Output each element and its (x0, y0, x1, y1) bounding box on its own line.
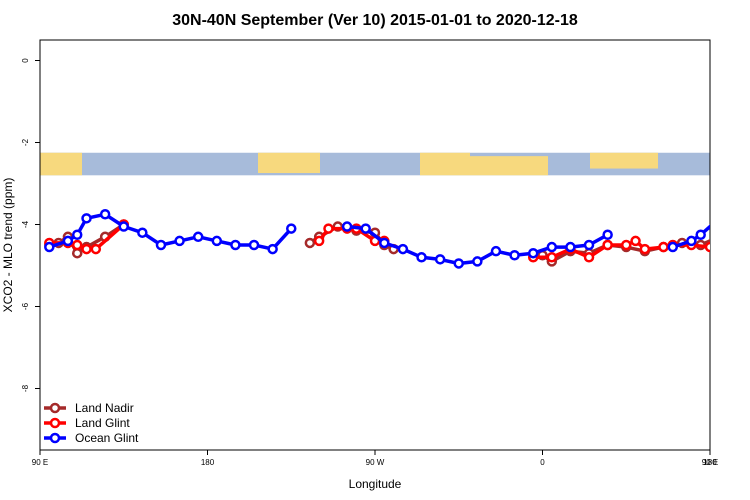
data-point (323, 223, 334, 234)
data-point (743, 237, 750, 245)
data-point (658, 241, 669, 253)
data-point (267, 243, 278, 255)
data-point (602, 239, 613, 251)
data-point (81, 243, 92, 255)
y-tick-label: -8 (21, 384, 30, 392)
map-land (420, 156, 548, 176)
data-point (416, 252, 427, 263)
map-land (420, 152, 470, 160)
data-point (304, 237, 316, 249)
x-tick-label: 180 (703, 458, 717, 467)
data-point (715, 214, 723, 222)
data-point (81, 213, 92, 224)
data-point (90, 243, 102, 255)
data-point (230, 239, 241, 251)
data-point (734, 245, 742, 253)
data-point (71, 239, 83, 251)
data-point (379, 237, 390, 249)
map-land (40, 152, 82, 176)
data-point (137, 227, 148, 238)
y-tick-label: -4 (21, 220, 30, 228)
chart-title: 30N-40N September (Ver 10) 2015-01-01 to… (172, 12, 578, 29)
data-point (44, 241, 55, 253)
data-point (602, 229, 613, 240)
data-point (434, 254, 446, 265)
legend-marker (49, 432, 61, 444)
data-point (99, 209, 111, 220)
data-point (565, 241, 576, 253)
data-point (639, 243, 651, 255)
data-point (313, 235, 325, 247)
data-point (734, 212, 742, 220)
data-point (211, 235, 223, 247)
data-point (725, 249, 733, 257)
data-point (155, 239, 167, 251)
data-point (621, 239, 632, 251)
legend-entry: Ocean Glint (75, 431, 139, 445)
map-land (258, 152, 320, 174)
data-point (509, 250, 520, 261)
data-point (397, 243, 409, 255)
y-tick-label: -6 (21, 302, 30, 310)
data-point (341, 221, 353, 232)
data-point (583, 239, 595, 251)
data-point (62, 235, 74, 247)
x-tick-label: 90 E (702, 458, 718, 467)
data-point (453, 258, 464, 269)
world-map-band (40, 152, 710, 176)
data-point (286, 223, 297, 234)
map-land (590, 152, 658, 169)
data-point (360, 223, 371, 234)
data-point (71, 229, 83, 240)
x-tick-label: 90 E (32, 458, 48, 467)
data-point (546, 252, 558, 263)
legend-entry: Land Nadir (75, 401, 134, 415)
data-point (583, 252, 595, 263)
series-layer (44, 209, 750, 269)
x-axis-label: Longitude (349, 477, 402, 491)
x-tick-label: 180 (201, 458, 215, 467)
data-point (248, 239, 260, 251)
y-axis: 0 -2 -4 -6 -8 (21, 58, 40, 392)
data-point (686, 235, 697, 247)
data-point (667, 241, 679, 253)
x-tick-label: 90 W (366, 458, 385, 467)
data-point (174, 235, 185, 247)
x-tick-label: 0 (540, 458, 545, 467)
data-point (472, 256, 483, 267)
legend-entry: Land Glint (75, 416, 130, 430)
data-point (118, 221, 129, 232)
data-point (630, 235, 641, 247)
data-point (725, 245, 733, 253)
series-land-nadir (44, 219, 750, 267)
data-point (546, 241, 558, 253)
legend-marker (49, 402, 61, 414)
data-point (527, 247, 539, 259)
series-ocean-glint (44, 209, 742, 269)
data-point (192, 231, 204, 243)
series-line (672, 224, 710, 249)
data-point (490, 245, 502, 257)
y-axis-label: XCO2 - MLO trend (ppm) (1, 178, 15, 313)
data-point (71, 247, 83, 259)
data-point (715, 233, 723, 241)
legend-marker (49, 417, 61, 429)
data-point (704, 241, 710, 253)
y-tick-label: -2 (21, 138, 30, 146)
y-tick-label: 0 (21, 58, 30, 63)
data-point (695, 229, 706, 240)
